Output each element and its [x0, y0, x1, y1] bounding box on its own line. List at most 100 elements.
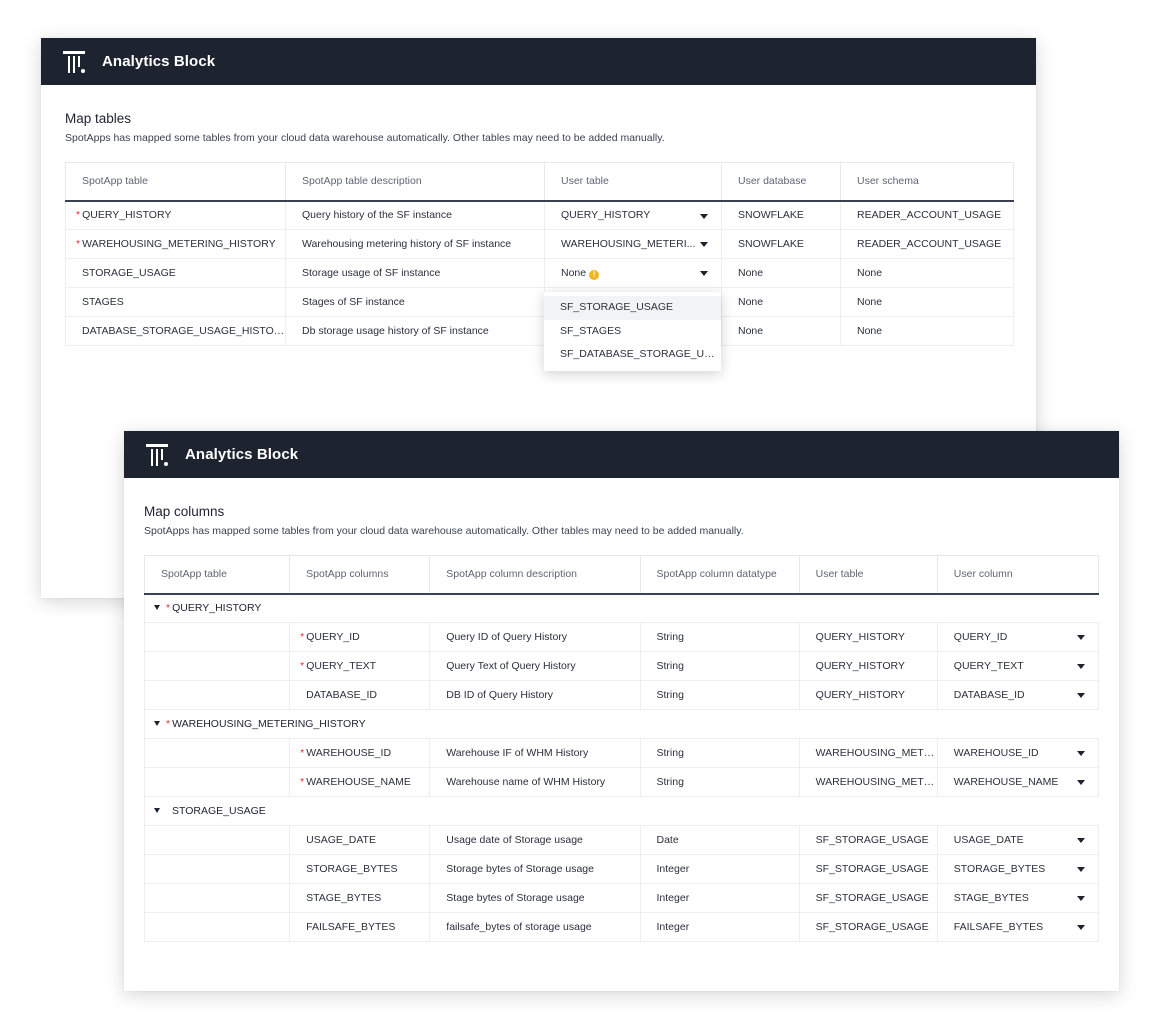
column-header: SpotApp columns [289, 555, 431, 595]
empty-cell [143, 738, 291, 768]
user-table: QUERY_HISTORY [798, 622, 938, 652]
user-column-value: FAILSAFE_BYTES [953, 921, 1044, 933]
top-bar: Analytics Block [124, 431, 1119, 478]
column-datatype: Integer [639, 912, 800, 942]
spotapp-column-name: STORAGE_BYTES [306, 863, 398, 875]
column-header: User table [798, 555, 938, 595]
user-schema: None [840, 287, 1014, 317]
user-column-value: USAGE_DATE [953, 834, 1024, 846]
thoughtspot-logo [63, 50, 85, 73]
table-row: * QUERY_ID Query ID of Query History String… [143, 622, 1100, 652]
table-row: STORAGE_BYTES Storage bytes of Storage us… [143, 854, 1100, 884]
user-column-value: QUERY_TEXT [953, 660, 1024, 672]
group-row[interactable]: * WAREHOUSING_METERING_HISTORY [144, 709, 1099, 739]
user-column-value: QUERY_ID [953, 631, 1008, 643]
group-row[interactable]: STORAGE_USAGE [144, 796, 1099, 826]
table-row: USAGE_DATE Usage date of Storage usage Dat… [143, 825, 1100, 855]
table-row: FAILSAFE_BYTES failsafe_bytes of storage … [143, 912, 1100, 942]
column-header: SpotApp column description [429, 555, 641, 595]
top-bar: Analytics Block [41, 38, 1036, 85]
user-column-select[interactable]: QUERY_ID [936, 622, 1100, 652]
user-column-select[interactable]: WAREHOUSE_NAME [936, 767, 1100, 797]
app-title: Analytics Block [185, 446, 299, 463]
user-table-value: WAREHOUSING_METERI... [561, 238, 696, 250]
user-database: None [721, 316, 841, 346]
group-header[interactable]: STORAGE_USAGE [144, 796, 1099, 826]
required-asterisk: * [300, 631, 305, 643]
column-description: DB ID of Query History [429, 680, 641, 710]
required-asterisk: * [76, 209, 81, 222]
table-row: STORAGE_USAGE Storage usage of SF instanc… [65, 258, 1014, 288]
empty-cell [143, 651, 291, 681]
caret-down-icon [1077, 751, 1085, 756]
dropdown-option[interactable]: SF_STAGES [560, 324, 622, 337]
table-description: Storage usage of SF instance [285, 258, 545, 288]
column-header: SpotApp table [143, 555, 291, 595]
spotapp-column-cell: * WAREHOUSE_ID [289, 738, 431, 768]
spotapp-table-name: DATABASE_STORAGE_USAGE_HISTORY [82, 325, 286, 337]
column-header: User database [721, 162, 841, 202]
thoughtspot-logo [146, 443, 168, 466]
caret-down-icon [700, 271, 708, 276]
collapse-triangle-icon[interactable] [154, 808, 160, 813]
group-row[interactable]: * QUERY_HISTORY [144, 593, 1099, 623]
user-database: SNOWFLAKE [721, 200, 841, 230]
user-column-select[interactable]: DATABASE_ID [936, 680, 1100, 710]
group-name: WAREHOUSING_METERING_HISTORY [172, 718, 366, 730]
caret-down-icon [1077, 693, 1085, 698]
table-row: * WAREHOUSING_METERING_HISTORY Warehousing… [65, 229, 1014, 259]
column-description: Storage bytes of Storage usage [429, 854, 641, 884]
user-column-select[interactable]: QUERY_TEXT [936, 651, 1100, 681]
user-table-select[interactable]: QUERY_HISTORY [544, 200, 722, 230]
group-name: QUERY_HISTORY [172, 602, 262, 615]
spotapp-column-name: FAILSAFE_BYTES [306, 921, 396, 933]
spotapp-column-cell: STAGE_BYTES [289, 883, 431, 913]
user-schema: None [840, 258, 1014, 288]
user-column-select[interactable]: USAGE_DATE [936, 825, 1100, 855]
group-header[interactable]: * QUERY_HISTORY [144, 593, 1099, 623]
table-row: * WAREHOUSE_NAME Warehouse name of WHM His… [143, 767, 1100, 797]
spotapp-column-name: STAGE_BYTES [306, 892, 382, 904]
group-name: STORAGE_USAGE [172, 805, 266, 817]
user-column-select[interactable]: WAREHOUSE_ID [936, 738, 1100, 768]
page-title: Map columns [144, 504, 225, 519]
spotapp-column-cell: STORAGE_BYTES [289, 854, 431, 884]
map-columns-table: SpotApp table SpotApp columns SpotApp colu… [143, 555, 1100, 942]
spotapp-table-cell: STORAGE_USAGE [65, 258, 286, 288]
spotapp-column-cell: DATABASE_ID [289, 680, 431, 710]
user-table: SF_STORAGE_USAGE [798, 825, 938, 855]
dropdown-option[interactable]: SF_STORAGE_USAGE [544, 296, 721, 320]
user-schema: None [840, 316, 1014, 346]
collapse-triangle-icon[interactable] [154, 721, 160, 726]
caret-down-icon [1077, 780, 1085, 785]
dropdown-option[interactable]: SF_DATABASE_STORAGE_USAGE_HISTORY [560, 348, 721, 360]
user-database: None [721, 287, 841, 317]
column-header: SpotApp column datatype [639, 555, 800, 595]
user-column-value: STORAGE_BYTES [953, 863, 1046, 875]
map-tables-table: SpotApp table SpotApp table description Us… [65, 162, 1014, 346]
required-asterisk: * [76, 238, 81, 250]
user-column-select[interactable]: FAILSAFE_BYTES [936, 912, 1100, 942]
column-header: SpotApp table [65, 162, 286, 202]
spotapp-table-cell: STAGES [65, 287, 286, 317]
warning-icon: ! [589, 269, 600, 280]
user-table-select[interactable]: None! [544, 258, 722, 288]
user-column-select[interactable]: STORAGE_BYTES [936, 854, 1100, 884]
table-description: Stages of SF instance [285, 287, 545, 317]
group-header[interactable]: * WAREHOUSING_METERING_HISTORY [144, 709, 1099, 739]
spotapp-table-cell: * QUERY_HISTORY [65, 200, 286, 230]
empty-cell [143, 854, 291, 884]
column-description: Warehouse IF of WHM History [429, 738, 641, 768]
column-description: failsafe_bytes of storage usage [429, 912, 641, 942]
empty-cell [143, 883, 291, 913]
user-table-select[interactable]: WAREHOUSING_METERI... [544, 229, 722, 259]
required-asterisk: * [300, 660, 305, 672]
spotapp-table-cell: * WAREHOUSING_METERING_HISTORY [65, 229, 286, 259]
column-description: Query Text of Query History [429, 651, 641, 681]
collapse-triangle-icon[interactable] [154, 605, 160, 611]
user-column-select[interactable]: STAGE_BYTES [936, 883, 1100, 913]
column-header: User table [544, 162, 722, 202]
spotapp-column-name: WAREHOUSE_NAME [306, 776, 411, 788]
column-datatype: String [639, 622, 800, 652]
user-table: SF_STORAGE_USAGE [798, 854, 938, 884]
